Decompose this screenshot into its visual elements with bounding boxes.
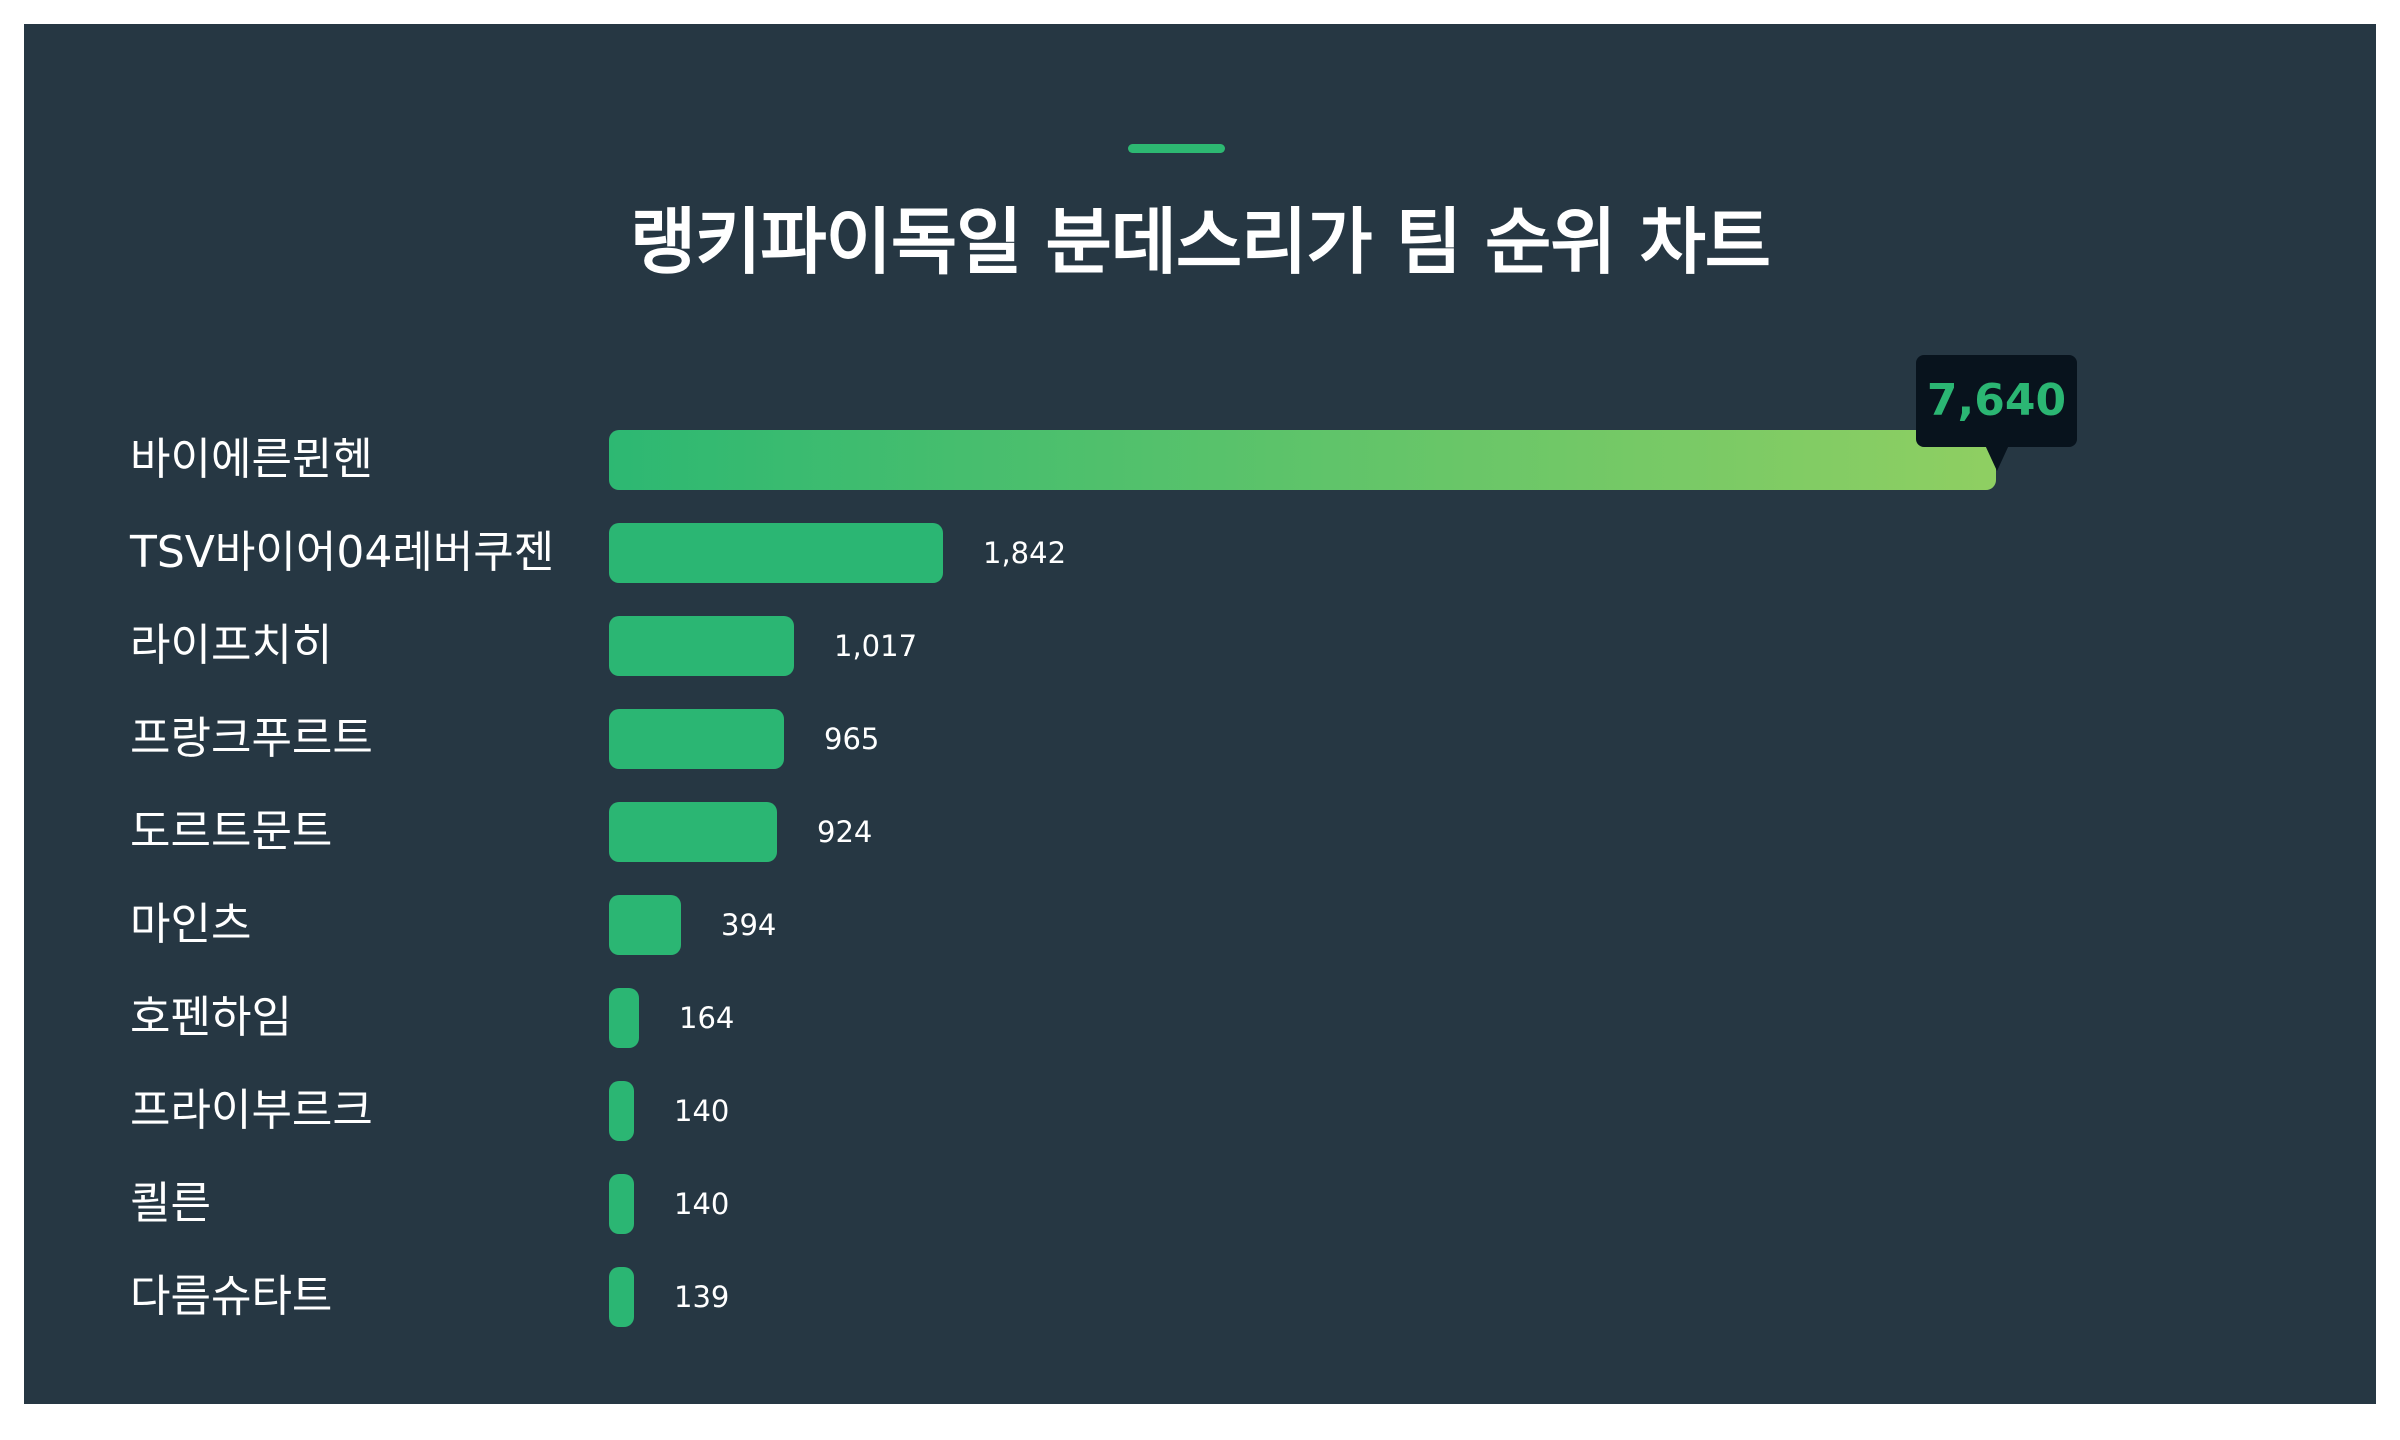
bar-row: 프라이부르크 140	[24, 1081, 2376, 1141]
bar-row: 바이에른뮌헨	[24, 430, 2376, 490]
bar[interactable]	[609, 616, 794, 676]
value-label: 140	[674, 1187, 730, 1221]
team-label: 마인츠	[130, 899, 252, 950]
value-label: 164	[679, 1001, 735, 1035]
bar[interactable]	[609, 988, 639, 1048]
bar-row: 호펜하임 164	[24, 988, 2376, 1048]
bar[interactable]	[609, 709, 784, 769]
value-label: 924	[817, 815, 873, 849]
chart-title: 랭키파이독일 분데스리가 팀 순위 차트	[629, 200, 1771, 284]
chart-panel: 랭키파이독일 분데스리가 팀 순위 차트 바이에른뮌헨 TSV바이어04레버쿠젠 1…	[24, 24, 2376, 1404]
value-label: 139	[674, 1280, 730, 1314]
team-label: 쾰른	[130, 1178, 211, 1229]
value-label: 965	[824, 722, 880, 756]
team-label: 도르트문트	[130, 806, 333, 857]
bar-row: TSV바이어04레버쿠젠 1,842	[24, 523, 2376, 583]
bar-row: 다름슈타트 139	[24, 1267, 2376, 1327]
bar-row: 도르트문트 924	[24, 802, 2376, 862]
team-label: 프랑크푸르트	[130, 713, 373, 764]
bar[interactable]	[609, 1081, 634, 1141]
bar[interactable]	[609, 430, 1996, 490]
team-label: TSV바이어04레버쿠젠	[130, 527, 555, 578]
team-label: 바이에른뮌헨	[130, 434, 373, 485]
bar-row: 쾰른 140	[24, 1174, 2376, 1234]
bar[interactable]	[609, 1267, 634, 1327]
team-label: 프라이부르크	[130, 1085, 373, 1136]
bar-row: 라이프치히 1,017	[24, 616, 2376, 676]
team-label: 라이프치히	[130, 620, 333, 671]
title-accent-line	[1128, 144, 1225, 153]
value-label: 140	[674, 1094, 730, 1128]
value-label: 394	[721, 908, 777, 942]
bar[interactable]	[609, 523, 943, 583]
value-tooltip: 7,640	[1916, 355, 2077, 447]
bar[interactable]	[609, 802, 777, 862]
value-label: 1,842	[983, 536, 1067, 570]
value-label: 1,017	[834, 629, 918, 663]
team-label: 다름슈타트	[130, 1271, 333, 1322]
bar-row: 프랑크푸르트 965	[24, 709, 2376, 769]
team-label: 호펜하임	[130, 992, 292, 1043]
bar-row: 마인츠 394	[24, 895, 2376, 955]
tooltip-pointer-icon	[1985, 445, 2009, 471]
bar[interactable]	[609, 895, 681, 955]
bar[interactable]	[609, 1174, 634, 1234]
